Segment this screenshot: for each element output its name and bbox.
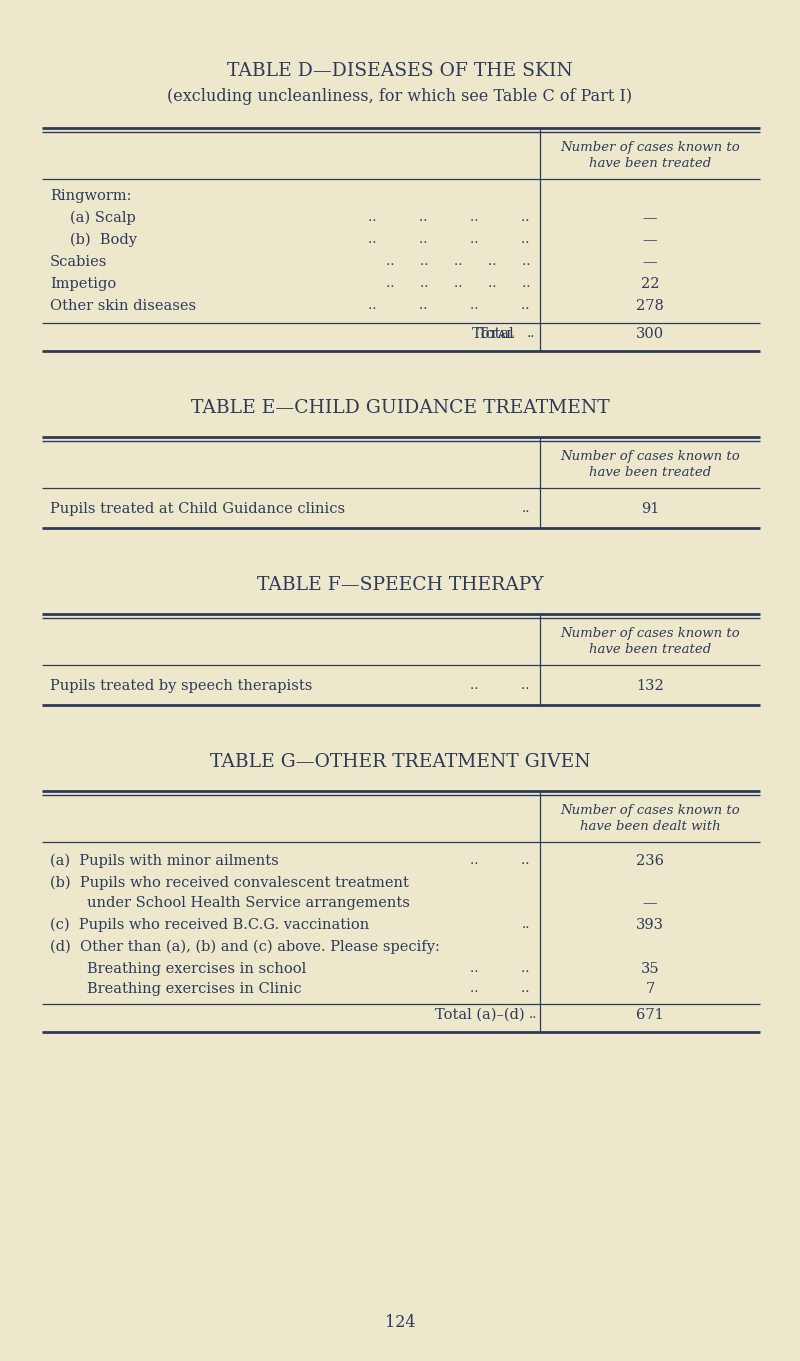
Text: 7: 7	[646, 983, 654, 996]
Text: Other skin diseases: Other skin diseases	[50, 299, 196, 313]
Text: have been dealt with: have been dealt with	[580, 819, 720, 833]
Text: TABLE F—SPEECH THERAPY: TABLE F—SPEECH THERAPY	[257, 576, 543, 593]
Text: 124: 124	[385, 1313, 415, 1331]
Text: ..: ..	[529, 1009, 537, 1021]
Text: 278: 278	[636, 299, 664, 313]
Text: ..          ..: .. ..	[470, 853, 530, 867]
Text: ..      ..      ..      ..      ..: .. .. .. .. ..	[386, 255, 530, 268]
Text: (b)  Pupils who received convalescent treatment: (b) Pupils who received convalescent tre…	[50, 876, 409, 890]
Text: Number of cases known to: Number of cases known to	[560, 804, 740, 817]
Text: ..          ..          ..          ..: .. .. .. ..	[369, 211, 530, 225]
Text: Breathing exercises in school: Breathing exercises in school	[87, 962, 306, 976]
Text: 236: 236	[636, 853, 664, 868]
Text: Number of cases known to: Number of cases known to	[560, 627, 740, 640]
Text: Number of cases known to: Number of cases known to	[560, 450, 740, 463]
Text: 300: 300	[636, 327, 664, 342]
Text: Breathing exercises in Clinic: Breathing exercises in Clinic	[87, 983, 302, 996]
Text: (a) Scalp: (a) Scalp	[70, 211, 136, 226]
Text: 91: 91	[641, 502, 659, 516]
Text: Impetigo: Impetigo	[50, 278, 116, 291]
Text: ..          ..: .. ..	[470, 983, 530, 995]
Text: —: —	[642, 896, 658, 911]
Text: have been treated: have been treated	[589, 465, 711, 479]
Text: —: —	[642, 255, 658, 269]
Text: ..: ..	[526, 327, 535, 340]
Text: 671: 671	[636, 1009, 664, 1022]
Text: ..: ..	[522, 919, 530, 931]
Text: TABLE D—DISEASES OF THE SKIN: TABLE D—DISEASES OF THE SKIN	[227, 63, 573, 80]
Text: ..          ..          ..          ..: .. .. .. ..	[369, 299, 530, 312]
Text: ..: ..	[522, 502, 530, 514]
Text: 132: 132	[636, 679, 664, 693]
Text: Total (a)–(d): Total (a)–(d)	[435, 1009, 525, 1022]
Text: —: —	[642, 211, 658, 225]
Text: Total: Total	[478, 327, 515, 342]
Text: Scabies: Scabies	[50, 255, 107, 269]
Text: (c)  Pupils who received B.C.G. vaccination: (c) Pupils who received B.C.G. vaccinati…	[50, 919, 370, 932]
Text: Tᴏᴛᴀʟ: Tᴏᴛᴀʟ	[472, 327, 515, 342]
Text: Pupils treated by speech therapists: Pupils treated by speech therapists	[50, 679, 312, 693]
Text: have been treated: have been treated	[589, 642, 711, 656]
Text: ..      ..      ..      ..      ..: .. .. .. .. ..	[386, 278, 530, 290]
Text: 22: 22	[641, 278, 659, 291]
Text: under School Health Service arrangements: under School Health Service arrangements	[87, 896, 410, 911]
Text: Ringworm:: Ringworm:	[50, 189, 131, 203]
Text: Pupils treated at Child Guidance clinics: Pupils treated at Child Guidance clinics	[50, 502, 345, 516]
Text: Number of cases known to: Number of cases known to	[560, 142, 740, 154]
Text: 35: 35	[641, 962, 659, 976]
Text: have been treated: have been treated	[589, 157, 711, 170]
Text: —: —	[642, 233, 658, 246]
Text: (d)  Other than (a), (b) and (c) above. Please specify:: (d) Other than (a), (b) and (c) above. P…	[50, 940, 440, 954]
Text: ..          ..: .. ..	[470, 679, 530, 691]
Text: TABLE G—OTHER TREATMENT GIVEN: TABLE G—OTHER TREATMENT GIVEN	[210, 753, 590, 770]
Text: ..          ..          ..          ..: .. .. .. ..	[369, 233, 530, 246]
Text: (excluding uncleanliness, for which see Table C of Part I): (excluding uncleanliness, for which see …	[167, 88, 633, 105]
Text: ..          ..: .. ..	[470, 962, 530, 974]
Text: (a)  Pupils with minor ailments: (a) Pupils with minor ailments	[50, 853, 278, 868]
Text: (b)  Body: (b) Body	[70, 233, 137, 248]
Text: TABLE E—CHILD GUIDANCE TREATMENT: TABLE E—CHILD GUIDANCE TREATMENT	[190, 399, 610, 416]
Text: 393: 393	[636, 919, 664, 932]
